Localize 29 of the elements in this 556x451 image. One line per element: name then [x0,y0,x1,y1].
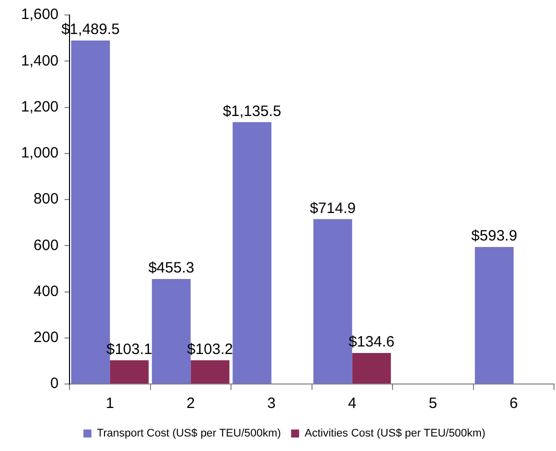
data-label: $593.9 [471,228,518,245]
x-tick-label: 4 [348,395,356,412]
y-tick-label: 0 [50,375,59,392]
y-tick-label: 1,200 [20,98,59,116]
x-tick-label: 6 [509,395,518,412]
bar [190,360,230,384]
legend-label: Transport Cost (US$ per TEU/500km) [96,428,281,440]
data-label: $103.1 [106,340,152,358]
data-label: $103.2 [187,340,233,358]
bar [352,352,391,384]
x-tick-label: 1 [106,395,114,412]
bar [110,360,149,384]
bar [232,122,272,384]
bar [474,247,514,384]
legend-label: Activities Cost (US$ per TEU/500km) [304,428,486,440]
y-tick-label: 1,400 [20,52,59,70]
y-tick-label: 1,600 [20,6,59,24]
y-tick-label: 1,000 [20,144,59,162]
y-tick-label: 200 [34,329,59,346]
data-label: $455.3 [148,260,194,277]
y-tick-label: 800 [34,190,59,208]
x-tick-label: 3 [267,395,276,412]
x-tick-label: 2 [186,395,195,412]
y-tick-label: 400 [34,282,59,300]
x-tick-label: 5 [428,395,438,412]
data-label: $134.6 [348,334,394,351]
y-tick-label: 600 [34,236,59,254]
data-label: $714.9 [310,200,356,217]
data-label: $1,135.5 [222,102,282,120]
